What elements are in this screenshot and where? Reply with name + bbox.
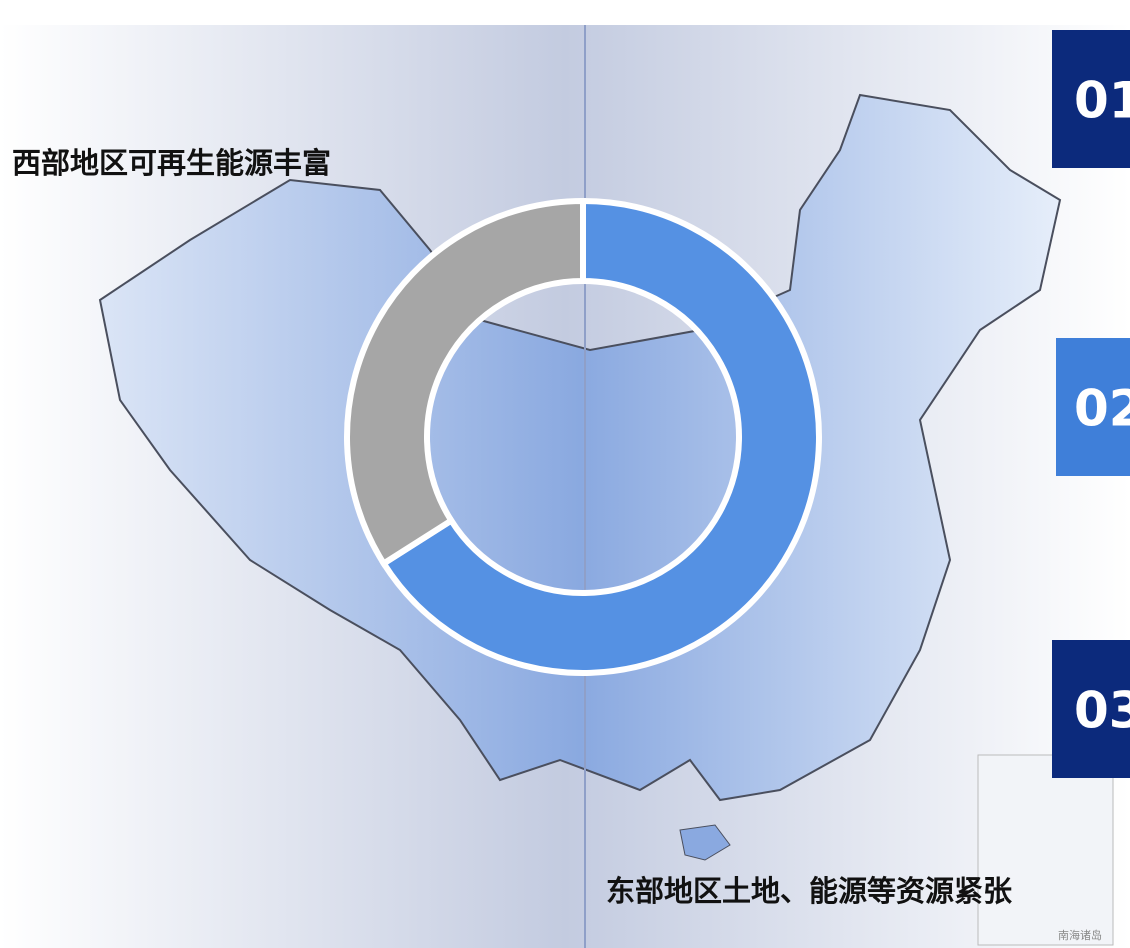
map-label: 南海诸岛 (1058, 928, 1102, 942)
item-box (1052, 640, 1130, 778)
item-number: 02 (1074, 380, 1130, 438)
item-box (1056, 338, 1130, 476)
item-box (1052, 30, 1130, 168)
annotation: 西部地区可再生能源丰富 (12, 146, 331, 180)
item-number: 01 (1074, 72, 1130, 130)
item-number: 03 (1074, 682, 1130, 740)
island (679, 824, 731, 861)
inset-map (977, 754, 1114, 946)
annotation: 东部地区土地、能源等资源紧张 (606, 874, 1013, 908)
donut-segment (379, 197, 822, 676)
map (98, 93, 1062, 802)
donut-segment (344, 197, 586, 568)
